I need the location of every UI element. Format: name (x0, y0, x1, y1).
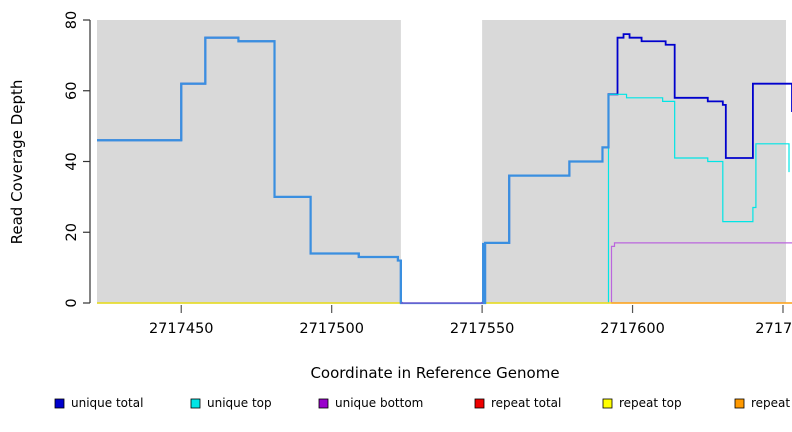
legend-label-repeat-top: repeat top (619, 396, 682, 410)
legend-label-unique-bottom: unique bottom (335, 396, 423, 410)
x-tick-label: 2717450 (149, 321, 214, 337)
y-tick-label: 0 (64, 298, 80, 307)
legend-swatch-unique-total (54, 398, 65, 409)
coverage-gap-region (402, 19, 482, 303)
legend-label-repeat-total: repeat total (491, 396, 561, 410)
legend-swatch-unique-bottom (318, 398, 329, 409)
legend-label-unique-total: unique total (71, 396, 143, 410)
series-line-unique-top (97, 93, 790, 304)
legend-swatch-repeat-bottom (734, 398, 745, 409)
chart-legend: unique total unique top unique bottom repea… (54, 396, 792, 410)
legend-swatch-repeat-total (474, 398, 485, 409)
x-axis: 2717450 2717500 2717550 2717600 271765 (149, 305, 792, 337)
legend-label-repeat-bottom: repeat bottom (751, 396, 792, 410)
y-tick-label: 60 (64, 82, 80, 100)
plot-background (97, 20, 786, 303)
series-layer (97, 19, 792, 305)
y-axis-title: Read Coverage Depth (8, 80, 26, 245)
x-axis-title: Coordinate in Reference Genome (310, 364, 559, 382)
legend-swatch-repeat-top (602, 398, 613, 409)
x-tick-label: 2717550 (450, 321, 515, 337)
legend-label-unique-top: unique top (207, 396, 272, 410)
y-tick-label: 40 (64, 152, 80, 170)
x-tick-label: 2717600 (600, 321, 665, 337)
legend-swatch-unique-top (190, 398, 201, 409)
x-tick-label: 2717500 (299, 321, 364, 337)
y-axis: 0 20 40 60 80 (64, 11, 91, 308)
series-line-unique-total-left (97, 36, 610, 305)
y-tick-label: 80 (64, 11, 80, 29)
y-tick-label: 20 (64, 223, 80, 241)
x-tick-label: 271765 (755, 321, 792, 337)
